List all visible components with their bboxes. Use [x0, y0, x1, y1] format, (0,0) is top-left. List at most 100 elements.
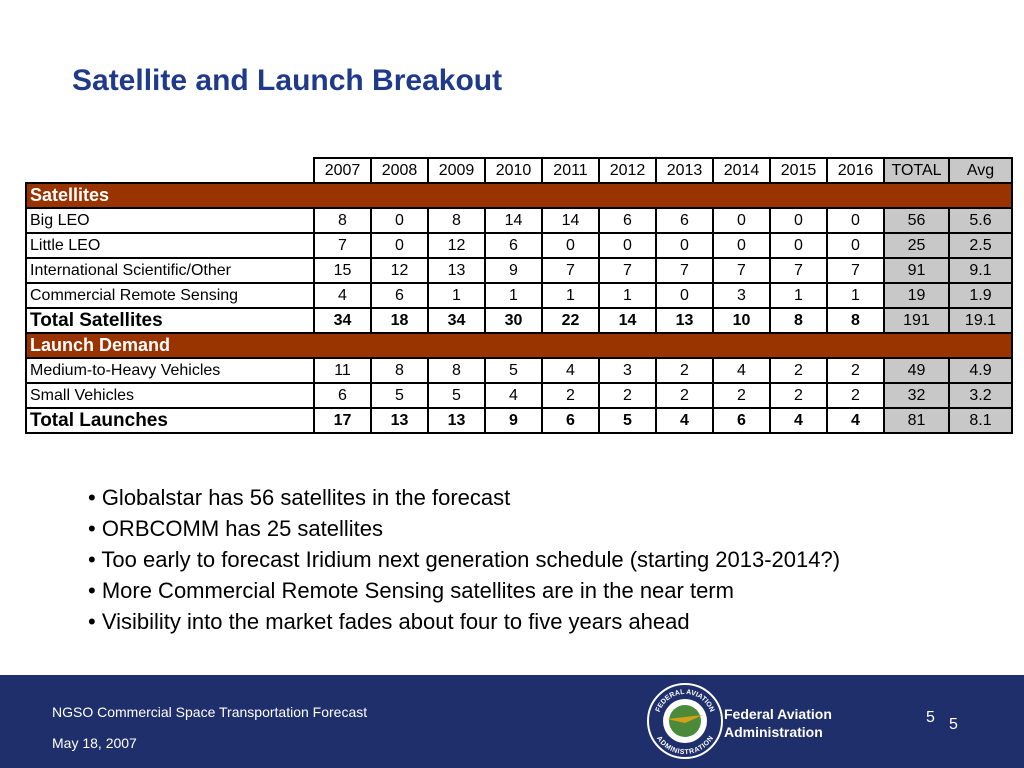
column-header: 2007 — [313, 157, 372, 184]
cell: 0 — [712, 232, 771, 259]
cell: 25 — [883, 232, 950, 259]
cell: 6 — [655, 207, 714, 234]
column-header: 2014 — [712, 157, 771, 184]
row-label: Total Launches — [25, 407, 315, 434]
cell: 2 — [655, 357, 714, 384]
cell: 1 — [541, 282, 600, 309]
cell: 22 — [541, 307, 600, 334]
cell: 0 — [598, 232, 657, 259]
data-table: 2007 2008 2009 2010 2011 2012 2013 2014 2015 2016… — [25, 157, 1013, 434]
cell: 13 — [427, 407, 486, 434]
cell: 7 — [313, 232, 372, 259]
footer: NGSO Commercial Space Transportation For… — [0, 675, 1024, 768]
cell: 32 — [883, 382, 950, 409]
cell: 1 — [826, 282, 885, 309]
cell: 6 — [484, 232, 543, 259]
cell: 2 — [826, 357, 885, 384]
data-row: Big LEO 8 0 8 14 14 6 6 0 0 0 56 5.6 — [25, 207, 1013, 234]
data-row: Little LEO 7 0 12 6 0 0 0 0 0 0 25 2.5 — [25, 232, 1013, 259]
row-label: Big LEO — [25, 207, 315, 234]
cell: 5 — [484, 357, 543, 384]
bullet: • Visibility into the market fades about… — [88, 609, 690, 634]
cell: 34 — [313, 307, 372, 334]
column-header: 2008 — [370, 157, 429, 184]
cell: 34 — [427, 307, 486, 334]
cell: 1.9 — [948, 282, 1013, 309]
cell: 2 — [826, 382, 885, 409]
cell: 7 — [598, 257, 657, 284]
data-row: Commercial Remote Sensing 4 6 1 1 1 1 0 3 1 1 19 1.9 — [25, 282, 1013, 309]
cell: 1 — [484, 282, 543, 309]
bullet-list: • Globalstar has 56 satellites in the fo… — [88, 482, 840, 637]
cell: 14 — [484, 207, 543, 234]
cell: 2 — [769, 382, 828, 409]
cell: 8 — [313, 207, 372, 234]
cell: 13 — [427, 257, 486, 284]
cell: 2 — [541, 382, 600, 409]
cell: 4 — [655, 407, 714, 434]
page-number: 5 — [949, 716, 958, 733]
cell: 8 — [427, 357, 486, 384]
agency-line: Federal Aviation — [724, 706, 832, 722]
data-row: International Scientific/Other 15 12 13 9 7 7 7… — [25, 257, 1013, 284]
cell: 9 — [484, 257, 543, 284]
cell: 7 — [655, 257, 714, 284]
cell: 19 — [883, 282, 950, 309]
data-row: Small Vehicles 6 5 5 4 2 2 2 2 2 2 32 3.2 — [25, 382, 1013, 409]
cell: 1 — [427, 282, 486, 309]
section-row: Satellites — [25, 182, 1013, 209]
row-label: Small Vehicles — [25, 382, 315, 409]
cell: 1 — [769, 282, 828, 309]
cell: 13 — [655, 307, 714, 334]
cell: 5.6 — [948, 207, 1013, 234]
cell: 19.1 — [948, 307, 1013, 334]
cell: 2 — [598, 382, 657, 409]
cell: 1 — [598, 282, 657, 309]
cell: 11 — [313, 357, 372, 384]
row-label: Little LEO — [25, 232, 315, 259]
section-header: Satellites — [25, 182, 1013, 209]
total-row: Total Launches 17 13 13 9 6 5 4 6 4 4 81 8.1 — [25, 407, 1013, 434]
row-label: Total Satellites — [25, 307, 315, 334]
cell: 4 — [826, 407, 885, 434]
cell: 2 — [655, 382, 714, 409]
cell: 0 — [826, 232, 885, 259]
column-header: 2010 — [484, 157, 543, 184]
bullet: • Globalstar has 56 satellites in the fo… — [88, 485, 511, 510]
row-label: Commercial Remote Sensing — [25, 282, 315, 309]
cell: 5 — [370, 382, 429, 409]
header-row: 2007 2008 2009 2010 2011 2012 2013 2014 2015 2016… — [26, 157, 1013, 184]
cell: 6 — [712, 407, 771, 434]
cell: 18 — [370, 307, 429, 334]
cell: 191 — [883, 307, 950, 334]
cell: 7 — [541, 257, 600, 284]
cell: 0 — [769, 232, 828, 259]
cell: 3 — [712, 282, 771, 309]
cell: 5 — [427, 382, 486, 409]
cell: 4 — [313, 282, 372, 309]
cell: 2 — [769, 357, 828, 384]
cell: 3 — [598, 357, 657, 384]
section-header: Launch Demand — [25, 332, 1013, 359]
presentation-name: NGSO Commercial Space Transportation For… — [52, 704, 368, 720]
faa-seal: FEDERAL AVIATION ADMINISTRATION — [647, 683, 723, 759]
cell: 6 — [598, 207, 657, 234]
column-header: 2012 — [598, 157, 657, 184]
cell: 9 — [484, 407, 543, 434]
cell: 6 — [313, 382, 372, 409]
cell: 10 — [712, 307, 771, 334]
cell: 5 — [598, 407, 657, 434]
cell: 4 — [769, 407, 828, 434]
cell: 2.5 — [948, 232, 1013, 259]
column-header: TOTAL — [883, 157, 950, 184]
cell: 6 — [541, 407, 600, 434]
bullet: • ORBCOMM has 25 satellites — [88, 516, 384, 541]
cell: 4 — [484, 382, 543, 409]
bullet: • Too early to forecast Iridium next gen… — [88, 547, 841, 572]
cell: 0 — [769, 207, 828, 234]
cell: 14 — [598, 307, 657, 334]
cell: 8.1 — [948, 407, 1013, 434]
cell: 91 — [883, 257, 950, 284]
total-row: Total Satellites 34 18 34 30 22 14 13 10 8 8 191 19.… — [25, 307, 1013, 334]
